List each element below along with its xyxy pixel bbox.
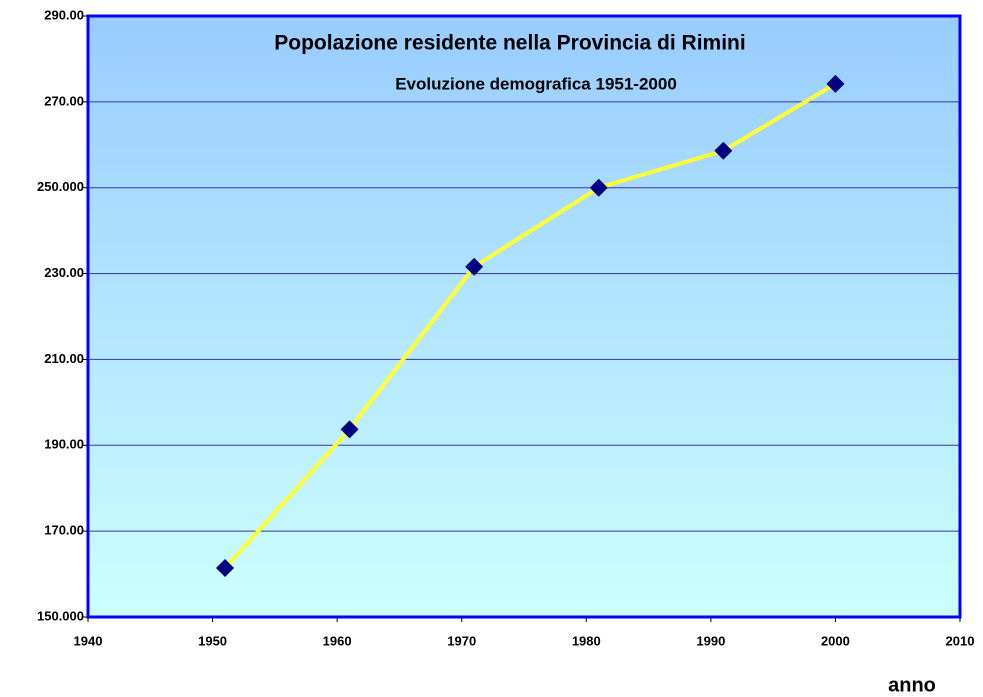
x-tick-label: 2000 xyxy=(821,633,850,648)
x-axis-label: anno xyxy=(888,674,936,696)
y-tick-label: 170.00 xyxy=(44,523,84,538)
x-tick-label: 1990 xyxy=(696,633,725,648)
chart-subtitle: Evoluzione demografica 1951-2000 xyxy=(395,74,677,93)
y-tick-label: 150.000 xyxy=(37,608,84,623)
data-point xyxy=(826,74,845,93)
y-tick-label: 270.00 xyxy=(44,93,84,108)
data-point xyxy=(714,141,733,160)
data-point xyxy=(340,420,359,439)
y-tick-label: 210.00 xyxy=(44,351,84,366)
plot-area xyxy=(88,16,960,617)
y-tick-label: 290.00 xyxy=(44,7,84,22)
y-tick-label: 190.00 xyxy=(44,437,84,452)
data-point xyxy=(216,559,235,578)
x-tick-label: 1940 xyxy=(74,633,103,648)
x-tick-label: 1950 xyxy=(198,633,227,648)
x-tick-label: 1970 xyxy=(447,633,476,648)
data-point xyxy=(589,178,608,197)
chart-title: Popolazione residente nella Provincia di… xyxy=(274,32,745,55)
data-point xyxy=(465,257,484,276)
x-tick-label: 2010 xyxy=(946,633,975,648)
y-tick-label: 230.00 xyxy=(44,265,84,280)
plot-border xyxy=(86,14,962,619)
x-tick-label: 1980 xyxy=(572,633,601,648)
data-line xyxy=(223,82,837,570)
x-tick-label: 1960 xyxy=(323,633,352,648)
y-tick-label: 250.000 xyxy=(37,179,84,194)
